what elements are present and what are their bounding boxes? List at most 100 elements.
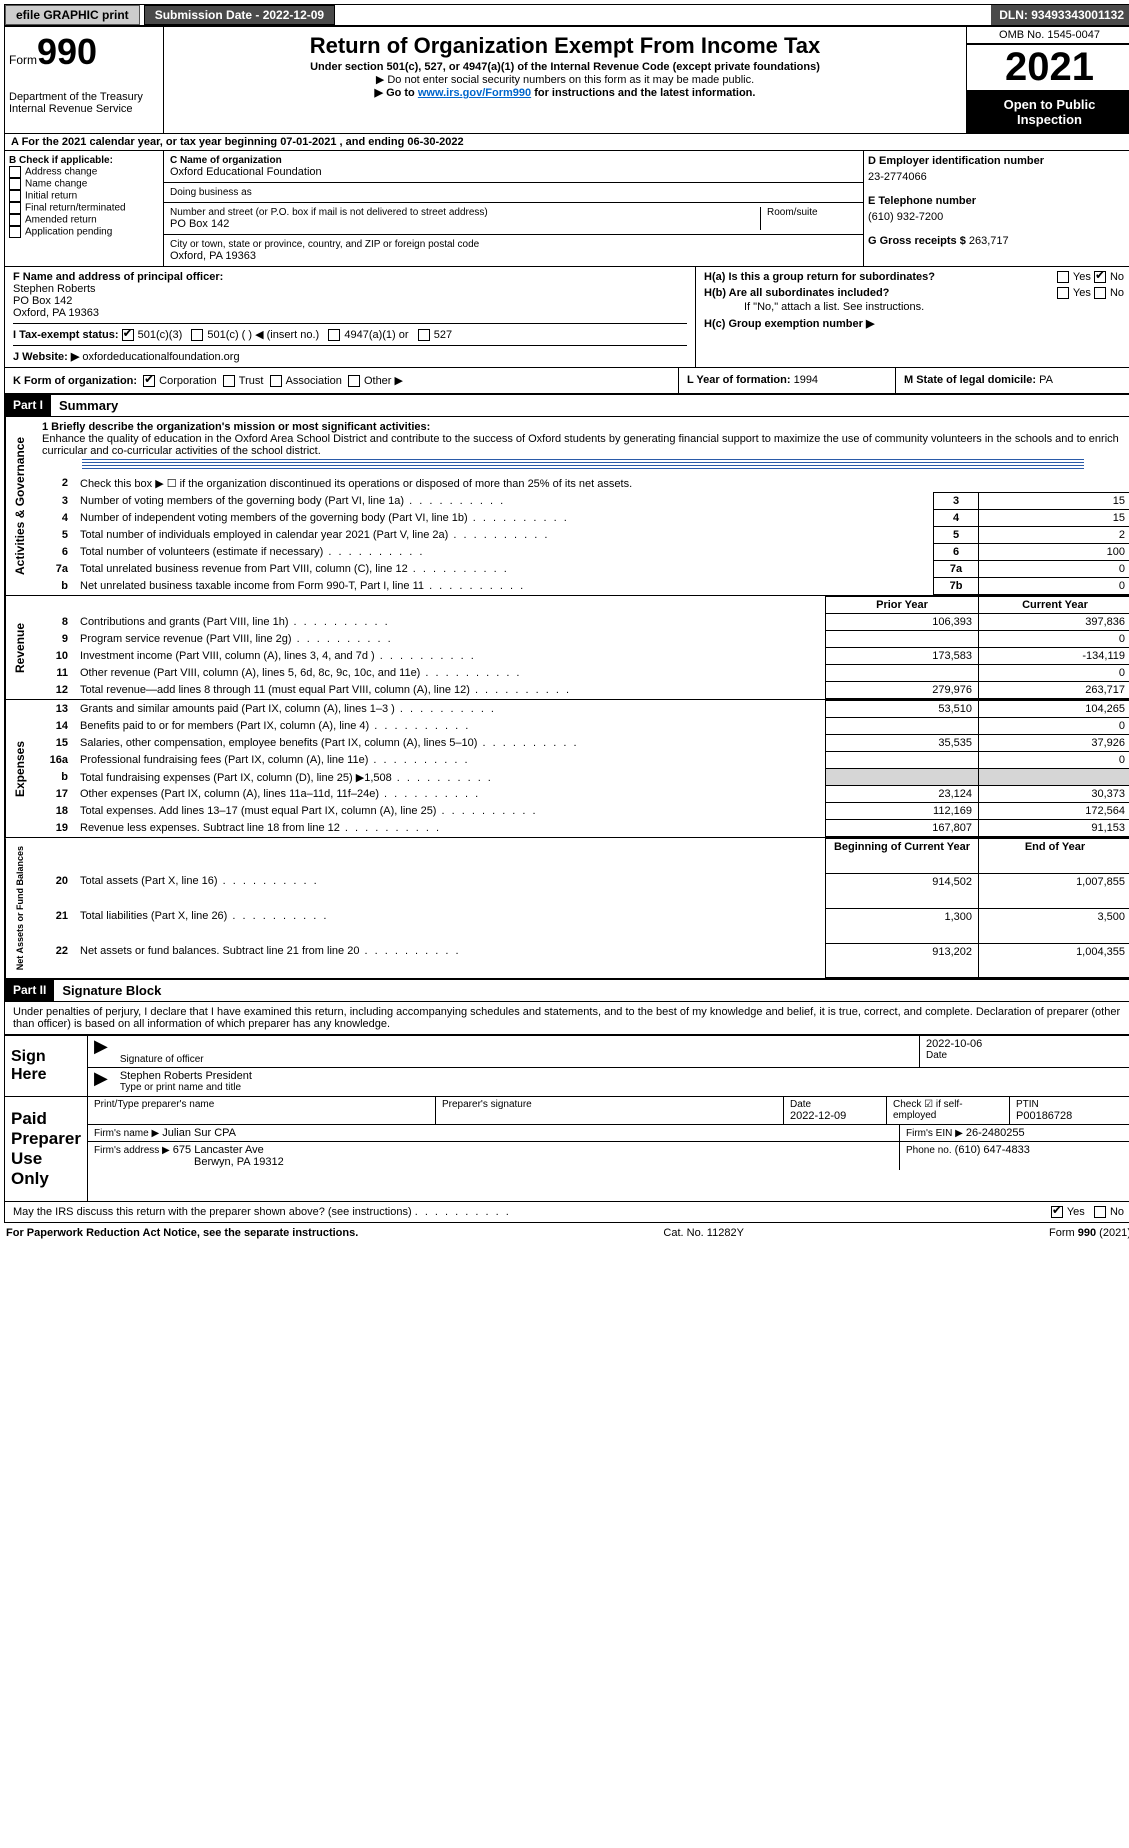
box-f-label: F Name and address of principal officer: bbox=[13, 271, 687, 283]
checkbox-4947[interactable] bbox=[328, 329, 340, 341]
arrow-icon: ▶ bbox=[88, 1068, 114, 1095]
table-row: 21Total liabilities (Part X, line 26)1,3… bbox=[34, 908, 1129, 943]
hb-no: No bbox=[1110, 287, 1124, 299]
city-label: City or town, state or province, country… bbox=[170, 239, 857, 250]
box-m-label: M State of legal domicile: bbox=[904, 374, 1036, 386]
phone-value: (610) 932-7200 bbox=[868, 211, 1128, 223]
checkbox-ha-yes[interactable] bbox=[1057, 271, 1069, 283]
part2-badge: Part II bbox=[5, 980, 54, 1001]
ein-value: 23-2774066 bbox=[868, 171, 1128, 183]
checkbox-501c3[interactable] bbox=[122, 329, 134, 341]
mission-text: Enhance the quality of education in the … bbox=[42, 433, 1124, 457]
table-row: 15Salaries, other compensation, employee… bbox=[34, 735, 1129, 752]
table-row: 8Contributions and grants (Part VIII, li… bbox=[34, 614, 1129, 631]
opt-other: Other ▶ bbox=[364, 375, 403, 387]
box-b-item: Name change bbox=[9, 178, 159, 190]
website-url: oxfordeducationalfoundation.org bbox=[82, 351, 239, 363]
prep-date: 2022-12-09 bbox=[790, 1110, 880, 1122]
summary-table-ag: 2Check this box ▶ ☐ if the organization … bbox=[34, 475, 1129, 595]
self-employed-check: Check ☑ if self-employed bbox=[893, 1099, 1003, 1121]
efile-print-button[interactable]: efile GRAPHIC print bbox=[5, 5, 140, 25]
penalties-text: Under penalties of perjury, I declare th… bbox=[4, 1002, 1129, 1035]
box-k-label: K Form of organization: bbox=[13, 375, 137, 387]
paid-preparer-block: Paid Preparer Use Only Print/Type prepar… bbox=[4, 1097, 1129, 1202]
checkbox-corp[interactable] bbox=[143, 375, 155, 387]
checkbox-501c[interactable] bbox=[191, 329, 203, 341]
opt-corp: Corporation bbox=[159, 375, 216, 387]
discuss-yes: Yes bbox=[1067, 1206, 1085, 1218]
checkbox-icon[interactable] bbox=[9, 178, 21, 190]
irs-link[interactable]: www.irs.gov/Form990 bbox=[418, 87, 531, 99]
officer-name: Stephen Roberts bbox=[13, 283, 687, 295]
part1-header: Part I Summary bbox=[4, 394, 1129, 417]
box-b-item: Final return/terminated bbox=[9, 202, 159, 214]
table-row: 16aProfessional fundraising fees (Part I… bbox=[34, 752, 1129, 769]
checkbox-discuss-yes[interactable] bbox=[1051, 1206, 1063, 1218]
col-begin: Beginning of Current Year bbox=[826, 839, 979, 874]
org-name: Oxford Educational Foundation bbox=[170, 166, 857, 178]
sig-name-label: Type or print name and title bbox=[120, 1082, 1126, 1093]
checkbox-hb-no[interactable] bbox=[1094, 287, 1106, 299]
form-header: Form990 Department of the Treasury Inter… bbox=[4, 26, 1129, 134]
form-note-link: ▶ Go to www.irs.gov/Form990 for instruct… bbox=[172, 86, 958, 99]
line-a-tax-year: A For the 2021 calendar year, or tax yea… bbox=[4, 134, 1129, 151]
part1-badge: Part I bbox=[5, 395, 51, 416]
officer-addr1: PO Box 142 bbox=[13, 295, 687, 307]
checkbox-assoc[interactable] bbox=[270, 375, 282, 387]
side-tab-revenue: Revenue bbox=[5, 596, 34, 699]
submission-date-button[interactable]: Submission Date - 2022-12-09 bbox=[144, 5, 335, 25]
firm-name: Julian Sur CPA bbox=[162, 1127, 236, 1139]
opt-trust: Trust bbox=[239, 375, 264, 387]
table-row: 9Program service revenue (Part VIII, lin… bbox=[34, 631, 1129, 648]
table-row: 4Number of independent voting members of… bbox=[34, 510, 1129, 527]
sig-officer-label: Signature of officer bbox=[120, 1054, 913, 1065]
ptin-value: P00186728 bbox=[1016, 1110, 1126, 1122]
table-row: 5Total number of individuals employed in… bbox=[34, 527, 1129, 544]
opt-501c: 501(c) ( ) ◀ (insert no.) bbox=[207, 329, 319, 341]
checkbox-527[interactable] bbox=[418, 329, 430, 341]
dept-irs: Internal Revenue Service bbox=[9, 103, 159, 115]
box-j: J Website: ▶ oxfordeducationalfoundation… bbox=[13, 345, 687, 363]
table-row: 19Revenue less expenses. Subtract line 1… bbox=[34, 820, 1129, 837]
checkbox-icon[interactable] bbox=[9, 190, 21, 202]
table-row: 18Total expenses. Add lines 13–17 (must … bbox=[34, 803, 1129, 820]
box-i: I Tax-exempt status: 501(c)(3) 501(c) ( … bbox=[13, 323, 687, 341]
checkbox-icon[interactable] bbox=[9, 202, 21, 214]
checkbox-other[interactable] bbox=[348, 375, 360, 387]
year-formation: 1994 bbox=[794, 374, 818, 386]
firm-ein-label: Firm's EIN ▶ bbox=[906, 1128, 963, 1139]
note2-pre: ▶ Go to bbox=[375, 87, 418, 99]
part1-title: Summary bbox=[51, 395, 126, 416]
checkbox-discuss-no[interactable] bbox=[1094, 1206, 1106, 1218]
city-state-zip: Oxford, PA 19363 bbox=[170, 250, 857, 262]
summary-table-revenue: Prior YearCurrent Year 8Contributions an… bbox=[34, 596, 1129, 699]
checkbox-icon[interactable] bbox=[9, 226, 21, 238]
table-row: 6Total number of volunteers (estimate if… bbox=[34, 544, 1129, 561]
checkbox-hb-yes[interactable] bbox=[1057, 287, 1069, 299]
side-tab-expenses: Expenses bbox=[5, 700, 34, 837]
table-row: 22Net assets or fund balances. Subtract … bbox=[34, 943, 1129, 978]
box-b-item: Application pending bbox=[9, 226, 159, 238]
hb-note: If "No," attach a list. See instructions… bbox=[704, 301, 1124, 313]
side-tab-activities: Activities & Governance bbox=[5, 417, 34, 595]
checkbox-icon[interactable] bbox=[9, 166, 21, 178]
box-b-item: Amended return bbox=[9, 214, 159, 226]
checkbox-icon[interactable] bbox=[9, 214, 21, 226]
part2-header: Part II Signature Block bbox=[4, 979, 1129, 1002]
open-to-public: Open to Public Inspection bbox=[967, 91, 1129, 133]
firm-addr2: Berwyn, PA 19312 bbox=[94, 1156, 893, 1168]
checkbox-ha-no[interactable] bbox=[1094, 271, 1106, 283]
checkbox-trust[interactable] bbox=[223, 375, 235, 387]
box-d-label: D Employer identification number bbox=[868, 155, 1128, 167]
top-bar: efile GRAPHIC print Submission Date - 20… bbox=[4, 4, 1129, 26]
box-b-item: Initial return bbox=[9, 190, 159, 202]
footer-catno: Cat. No. 11282Y bbox=[663, 1227, 744, 1239]
footer-paperwork: For Paperwork Reduction Act Notice, see … bbox=[6, 1227, 358, 1239]
dots bbox=[415, 1206, 511, 1218]
addr-label: Number and street (or P.O. box if mail i… bbox=[170, 207, 760, 218]
paid-preparer-label: Paid Preparer Use Only bbox=[5, 1097, 88, 1201]
table-row: bTotal fundraising expenses (Part IX, co… bbox=[34, 769, 1129, 786]
part2-title: Signature Block bbox=[54, 980, 169, 1001]
sig-name: Stephen Roberts President bbox=[120, 1070, 1126, 1082]
box-g-label: G Gross receipts $ bbox=[868, 235, 966, 247]
